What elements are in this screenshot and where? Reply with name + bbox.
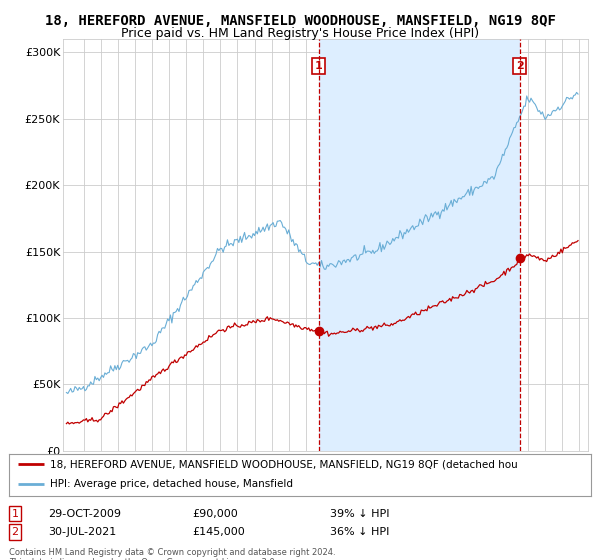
Text: 18, HEREFORD AVENUE, MANSFIELD WOODHOUSE, MANSFIELD, NG19 8QF (detached hou: 18, HEREFORD AVENUE, MANSFIELD WOODHOUSE… bbox=[50, 459, 517, 469]
Text: Price paid vs. HM Land Registry's House Price Index (HPI): Price paid vs. HM Land Registry's House … bbox=[121, 27, 479, 40]
Text: £90,000: £90,000 bbox=[192, 508, 238, 519]
Text: 30-JUL-2021: 30-JUL-2021 bbox=[48, 527, 116, 537]
Text: 1: 1 bbox=[11, 508, 19, 519]
Text: 2: 2 bbox=[11, 527, 19, 537]
Text: 36% ↓ HPI: 36% ↓ HPI bbox=[330, 527, 389, 537]
Text: 1: 1 bbox=[315, 60, 323, 71]
Text: 2: 2 bbox=[516, 60, 523, 71]
Text: 39% ↓ HPI: 39% ↓ HPI bbox=[330, 508, 389, 519]
Text: 29-OCT-2009: 29-OCT-2009 bbox=[48, 508, 121, 519]
Text: Contains HM Land Registry data © Crown copyright and database right 2024.
This d: Contains HM Land Registry data © Crown c… bbox=[9, 548, 335, 560]
Text: £145,000: £145,000 bbox=[192, 527, 245, 537]
Text: 18, HEREFORD AVENUE, MANSFIELD WOODHOUSE, MANSFIELD, NG19 8QF: 18, HEREFORD AVENUE, MANSFIELD WOODHOUSE… bbox=[44, 14, 556, 28]
Bar bbox=[319, 39, 520, 451]
Text: HPI: Average price, detached house, Mansfield: HPI: Average price, detached house, Mans… bbox=[50, 479, 293, 489]
